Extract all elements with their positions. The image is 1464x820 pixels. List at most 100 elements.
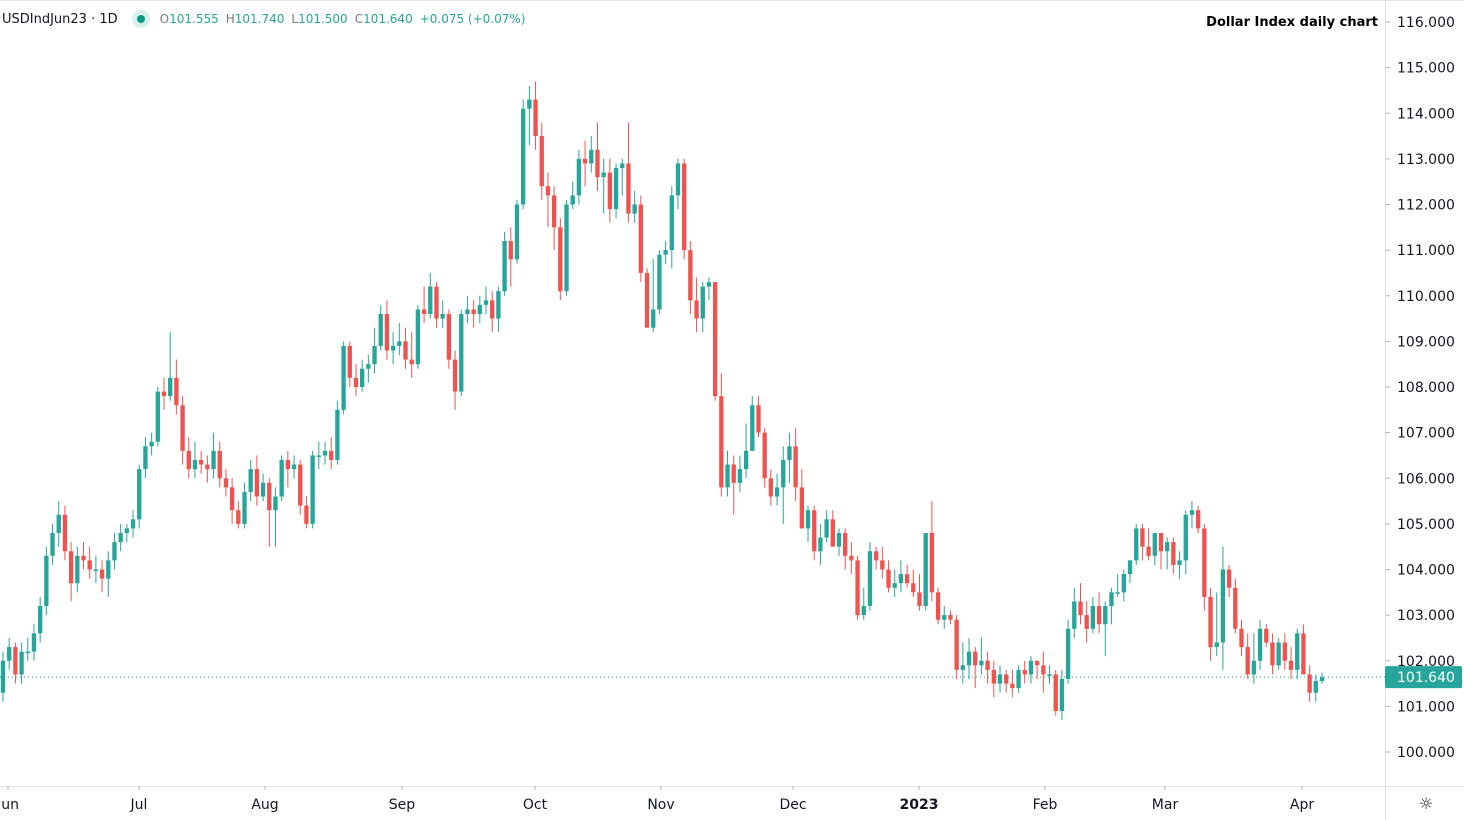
change-value: +0.075 (+0.07%) (419, 12, 526, 26)
candle-body (966, 651, 972, 666)
candle-up (1059, 669, 1065, 721)
x-tick-label: Aug (251, 797, 278, 813)
candle-down (1282, 633, 1288, 670)
candle-up (359, 359, 365, 392)
candle-down (87, 546, 92, 579)
candle-up (1016, 665, 1021, 693)
candle-body (521, 108, 526, 205)
candle-body (440, 314, 445, 319)
candle-body (694, 300, 699, 319)
candle-body (1313, 681, 1318, 693)
candle-body (551, 195, 557, 228)
market-open-dot-icon (131, 10, 150, 28)
top-border (0, 0, 1464, 1)
y-tick-label: 115.000 (1397, 61, 1455, 77)
candle-up (960, 642, 966, 684)
candle-body (7, 647, 12, 661)
candle-up (124, 523, 130, 543)
candle-down (1140, 523, 1145, 561)
open-value: 101.555 (169, 12, 219, 26)
candle-up (589, 136, 594, 173)
candle-up (440, 300, 445, 328)
candle-down (551, 186, 557, 251)
candle-up (1276, 637, 1281, 670)
candle-body (564, 204, 569, 292)
candle-down (186, 437, 191, 479)
candle-up (397, 323, 402, 356)
candle-body (192, 460, 198, 470)
candle-down (756, 396, 761, 438)
candle-body (1233, 587, 1238, 629)
candle-body (87, 560, 92, 570)
candle-body (50, 533, 55, 556)
candle-body (1053, 674, 1058, 711)
candle-body (93, 569, 99, 571)
symbol-name[interactable]: USDIndJun23 · 1D (2, 11, 118, 27)
candle-body (873, 551, 879, 561)
candle-down (1010, 669, 1015, 698)
candle-up (1189, 501, 1195, 529)
candle-body (527, 99, 532, 109)
candle-body (1220, 569, 1226, 643)
candle-up (1152, 533, 1157, 565)
candle-up (818, 523, 823, 565)
candle-body (533, 99, 538, 137)
candle-up (1313, 674, 1318, 702)
candle-up (37, 596, 43, 643)
candle-body (112, 542, 117, 561)
candle-body (675, 163, 681, 196)
candle-down (1158, 533, 1164, 570)
candle-body (558, 227, 563, 292)
candle-body (205, 464, 210, 470)
candle-body (304, 505, 309, 524)
x-tick-label: Dec (779, 797, 806, 813)
candle-up (428, 272, 433, 319)
candle-body (1195, 510, 1201, 529)
candle-body (911, 583, 916, 593)
candle-up (366, 355, 371, 383)
candle-body (143, 446, 148, 470)
candle-body (378, 314, 383, 346)
candle-down (948, 610, 953, 625)
candle-up (669, 186, 674, 269)
candle-down (13, 642, 18, 684)
candle-up (316, 441, 321, 470)
candle-body (81, 555, 86, 561)
high-value: 101.740 (234, 12, 285, 26)
candle-body (37, 606, 43, 634)
candle-body (1072, 601, 1077, 629)
candle-body (161, 391, 167, 397)
candle-body (1090, 606, 1096, 629)
candle-body (1047, 674, 1052, 676)
candle-down (353, 364, 359, 397)
candle-body (465, 309, 470, 314)
candle-down (545, 172, 551, 228)
symbol-legend: USDIndJun23 · 1D O 101.555 H 101.740 L 101.… (2, 10, 532, 28)
candle-down (985, 651, 990, 684)
candle-body (1134, 528, 1139, 561)
y-tick-label: 110.000 (1397, 289, 1455, 305)
candle-body (409, 359, 414, 365)
candle-down (490, 291, 495, 333)
last-price-badge (1385, 666, 1462, 689)
candle-body (19, 651, 24, 675)
candle-body (496, 291, 501, 319)
candle-body (149, 441, 154, 447)
candle-down (719, 373, 724, 497)
candle-down (626, 122, 631, 223)
candle-body (725, 464, 730, 488)
candle-body (644, 272, 650, 328)
candle-body (316, 455, 321, 457)
candle-body (168, 377, 173, 397)
candle-down (471, 300, 476, 328)
candle-down (1004, 669, 1009, 693)
candle-body (651, 309, 656, 328)
candle-up (310, 450, 315, 529)
candle-body (1307, 674, 1312, 693)
candle-up (824, 510, 829, 543)
candle-up (130, 510, 136, 538)
gear-icon[interactable]: ☼ (1418, 794, 1434, 813)
candle-up (415, 304, 421, 369)
candle-down (508, 227, 513, 287)
